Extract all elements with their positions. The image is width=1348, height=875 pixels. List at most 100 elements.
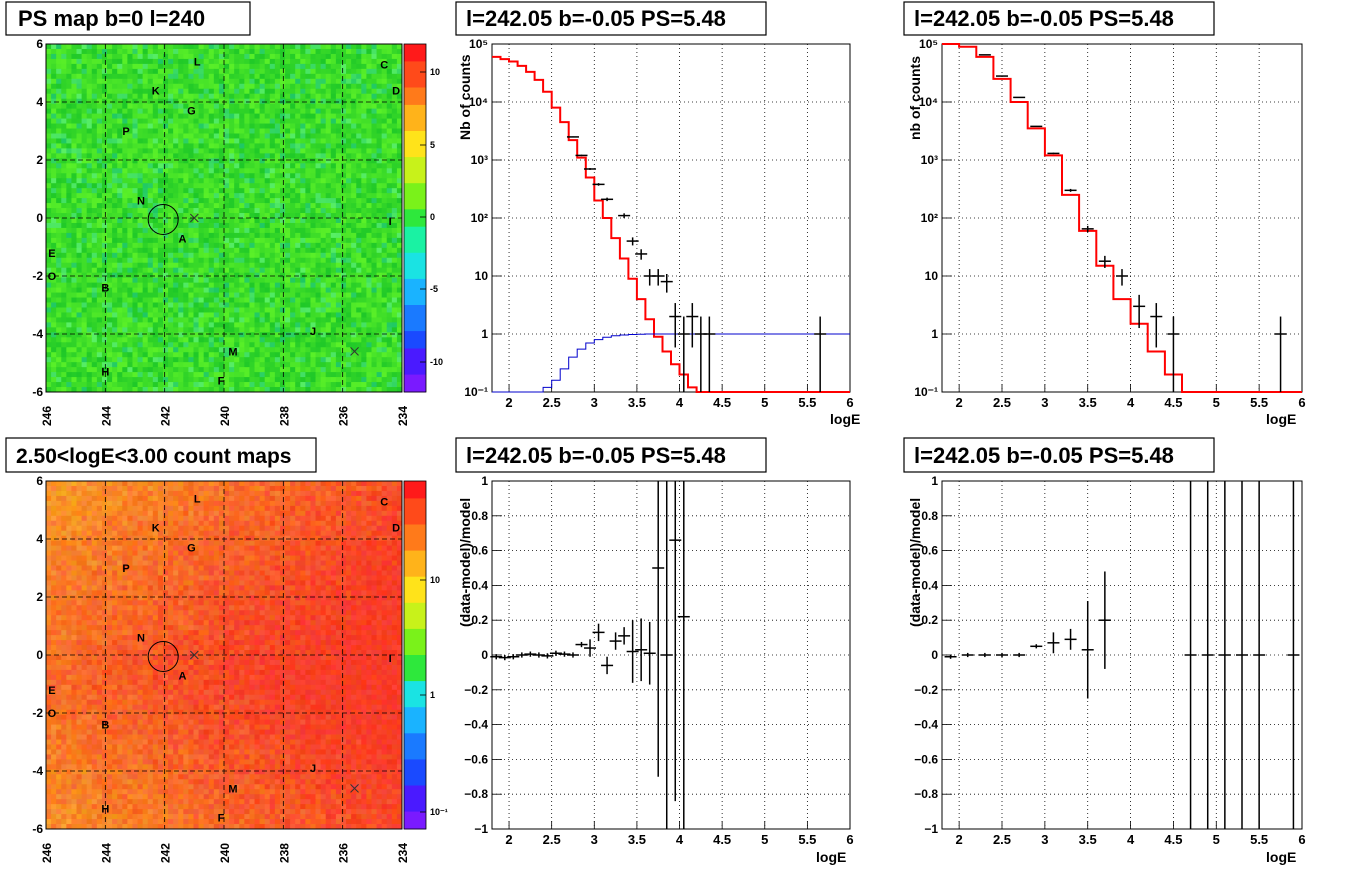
map-cell bbox=[76, 272, 82, 279]
map-cell bbox=[76, 262, 82, 269]
map-cell bbox=[127, 312, 133, 318]
map-cell bbox=[173, 123, 179, 129]
map-cell bbox=[300, 327, 306, 333]
map-cell bbox=[56, 312, 62, 318]
map-cell bbox=[239, 262, 245, 269]
map-cell bbox=[269, 287, 276, 293]
map-cell bbox=[162, 227, 169, 234]
map-cell bbox=[279, 362, 286, 368]
map-cell bbox=[137, 377, 144, 383]
map-cell bbox=[213, 73, 220, 80]
map-cell bbox=[76, 287, 82, 293]
map-cell bbox=[173, 232, 179, 239]
map-cell bbox=[147, 307, 154, 313]
map-cell bbox=[391, 163, 398, 169]
map-cell bbox=[142, 312, 149, 318]
map-cell bbox=[269, 367, 276, 373]
map-cell bbox=[56, 158, 62, 164]
map-cell bbox=[137, 302, 144, 308]
map-cell bbox=[305, 382, 311, 388]
map-y-tick-label: 6 bbox=[36, 37, 43, 51]
xlabel-spectrum-a: logE bbox=[830, 411, 860, 427]
map-cell bbox=[381, 78, 388, 85]
map-cell bbox=[96, 83, 103, 90]
map-cell bbox=[366, 93, 372, 100]
map-cell bbox=[142, 193, 149, 199]
map-cell bbox=[203, 312, 210, 318]
map-cell bbox=[137, 148, 144, 154]
map-cell bbox=[147, 103, 154, 110]
map-cell bbox=[76, 123, 82, 129]
map-cell bbox=[112, 277, 118, 284]
ps-colorbar-band bbox=[404, 183, 426, 193]
map-cell bbox=[86, 168, 93, 174]
map-cell bbox=[310, 133, 316, 139]
map-cell bbox=[46, 297, 52, 303]
map-cell bbox=[86, 272, 93, 279]
map-cell bbox=[46, 307, 52, 313]
map-cell bbox=[122, 257, 128, 264]
map-cell bbox=[386, 387, 393, 393]
map-cell bbox=[183, 252, 189, 259]
map-cell bbox=[46, 148, 52, 154]
map-cell bbox=[137, 153, 144, 159]
map-cell bbox=[152, 282, 159, 288]
map-cell bbox=[137, 322, 144, 328]
map-cell bbox=[264, 133, 271, 139]
map-cell bbox=[290, 78, 296, 85]
map-cell bbox=[335, 173, 342, 179]
map-cell bbox=[66, 252, 72, 259]
map-cell bbox=[315, 332, 322, 338]
map-cell bbox=[188, 68, 194, 75]
map-cell bbox=[213, 227, 220, 234]
map-cell bbox=[61, 382, 67, 388]
map-cell bbox=[101, 292, 108, 298]
map-cell bbox=[239, 227, 245, 234]
map-cell bbox=[249, 257, 255, 264]
map-cell bbox=[351, 83, 357, 90]
map-cell bbox=[290, 213, 296, 219]
map-cell bbox=[152, 367, 159, 373]
map-cell bbox=[239, 347, 245, 353]
map-cell bbox=[193, 138, 199, 144]
map-cell bbox=[290, 277, 296, 284]
map-cell bbox=[193, 337, 199, 343]
map-cell bbox=[396, 282, 403, 288]
map-cell bbox=[162, 44, 169, 50]
map-cell bbox=[81, 312, 88, 318]
map-cell bbox=[162, 208, 169, 214]
map-cell bbox=[203, 387, 210, 393]
map-cell bbox=[234, 78, 240, 85]
map-cell bbox=[254, 44, 260, 50]
source-label-M: M bbox=[228, 346, 237, 358]
map-cell bbox=[203, 347, 210, 353]
map-cell bbox=[96, 178, 103, 184]
map-cell bbox=[142, 387, 149, 393]
map-cell bbox=[381, 133, 388, 139]
map-cell bbox=[137, 128, 144, 134]
map-cell bbox=[386, 108, 393, 114]
map-cell bbox=[371, 282, 377, 288]
map-cell bbox=[168, 168, 174, 174]
map-cell bbox=[315, 317, 322, 323]
map-cell bbox=[193, 48, 199, 55]
map-cell bbox=[208, 63, 215, 70]
map-cell bbox=[386, 103, 393, 110]
map-cell bbox=[386, 272, 393, 279]
map-cell bbox=[346, 292, 352, 298]
map-cell bbox=[162, 312, 169, 318]
map-cell bbox=[188, 237, 194, 244]
map-cell bbox=[274, 68, 281, 75]
map-cell bbox=[76, 118, 82, 124]
map-cell bbox=[66, 108, 72, 114]
map-cell bbox=[320, 292, 327, 298]
map-cell bbox=[239, 247, 245, 254]
ps-colorbar-band bbox=[404, 322, 426, 332]
ps-colorbar-band bbox=[404, 78, 426, 88]
map-cell bbox=[366, 53, 372, 60]
map-cell bbox=[71, 247, 77, 254]
map-cell bbox=[61, 143, 67, 149]
map-cell bbox=[127, 342, 133, 348]
map-cell bbox=[300, 163, 306, 169]
map-cell bbox=[224, 113, 230, 119]
